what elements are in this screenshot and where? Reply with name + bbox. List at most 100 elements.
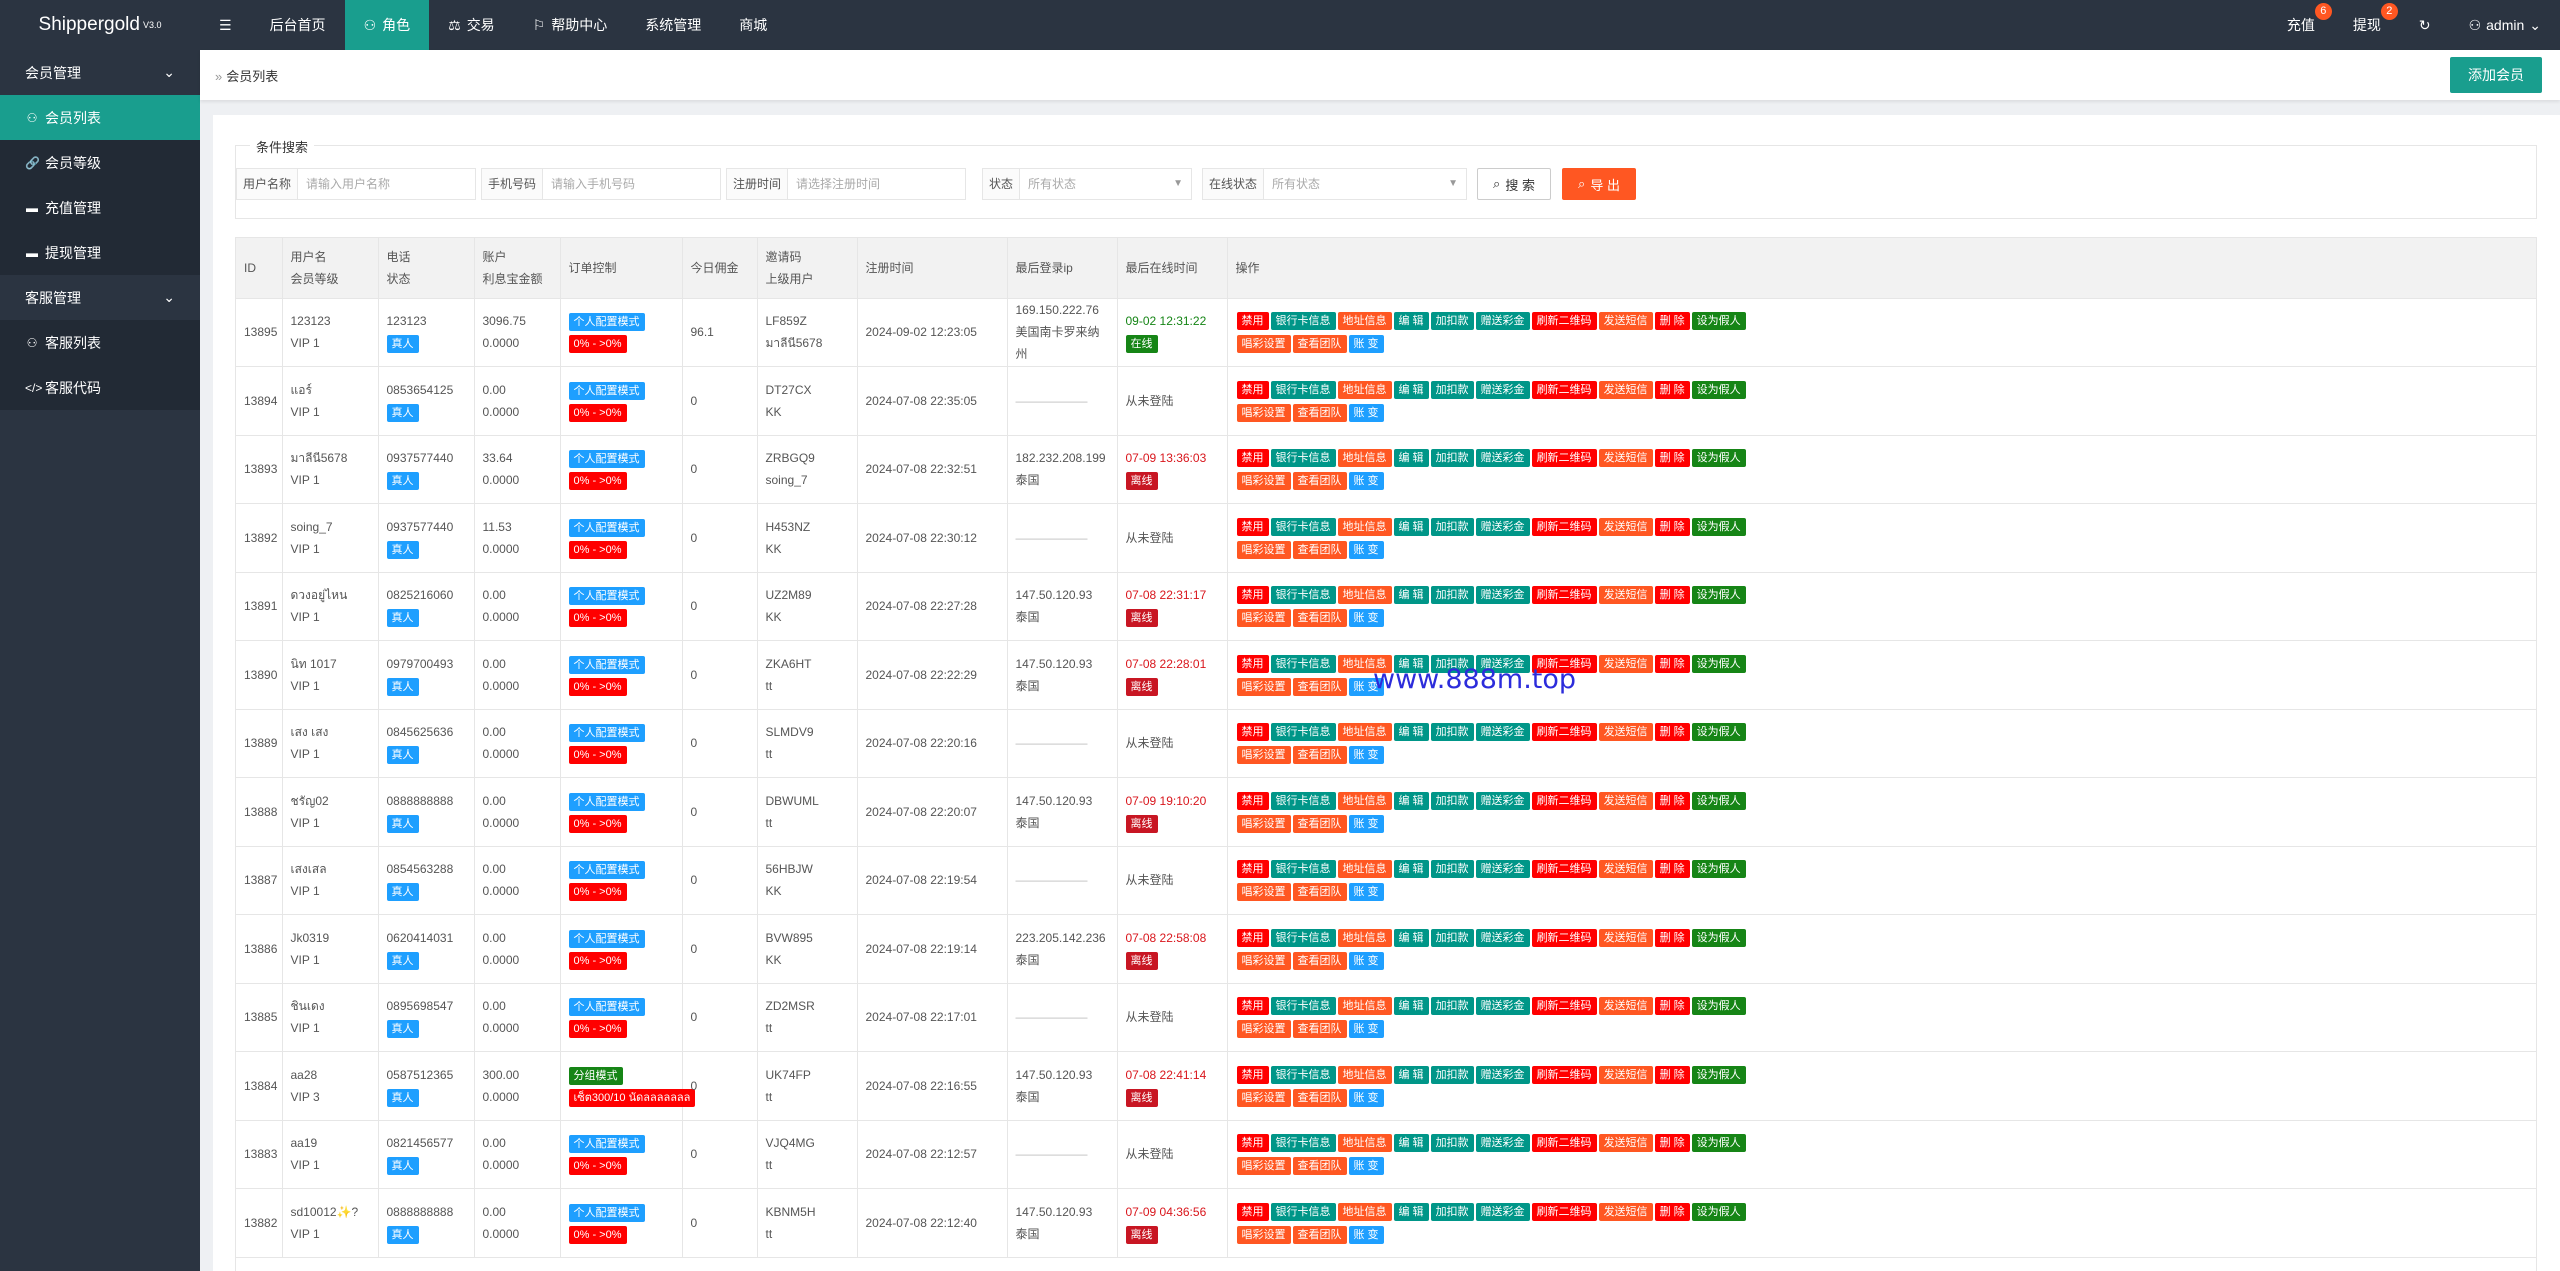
lottery-setting-button[interactable]: 唱彩设置 bbox=[1236, 883, 1291, 902]
send-sms-button[interactable]: 发送短信 bbox=[1598, 1134, 1653, 1153]
edit-button[interactable]: 编 辑 bbox=[1393, 928, 1429, 947]
address-button[interactable]: 地址信息 bbox=[1337, 723, 1392, 742]
refresh-qrcode-button[interactable]: 刷新二维码 bbox=[1531, 1202, 1597, 1221]
phone-input[interactable]: 请输入手机号码 bbox=[551, 177, 636, 191]
delete-button[interactable]: 删 除 bbox=[1654, 517, 1690, 536]
view-team-button[interactable]: 查看团队 bbox=[1292, 609, 1347, 628]
edit-button[interactable]: 编 辑 bbox=[1393, 860, 1429, 879]
delete-button[interactable]: 删 除 bbox=[1654, 997, 1690, 1016]
view-team-button[interactable]: 查看团队 bbox=[1292, 1088, 1347, 1107]
sidebar-item-member-list[interactable]: ⚇ 会员列表 bbox=[0, 95, 200, 140]
adjust-balance-button[interactable]: 加扣款 bbox=[1430, 723, 1474, 742]
send-sms-button[interactable]: 发送短信 bbox=[1598, 312, 1653, 331]
set-fake-button[interactable]: 设为假人 bbox=[1691, 928, 1746, 947]
bank-card-button[interactable]: 银行卡信息 bbox=[1270, 517, 1336, 536]
sidebar-group-members[interactable]: 会员管理 ⌄ bbox=[0, 50, 200, 95]
refresh-qrcode-button[interactable]: 刷新二维码 bbox=[1531, 928, 1597, 947]
refresh-qrcode-button[interactable]: 刷新二维码 bbox=[1531, 1134, 1597, 1153]
bank-card-button[interactable]: 银行卡信息 bbox=[1270, 312, 1336, 331]
send-sms-button[interactable]: 发送短信 bbox=[1598, 997, 1653, 1016]
disable-button[interactable]: 禁用 bbox=[1236, 997, 1269, 1016]
delete-button[interactable]: 删 除 bbox=[1654, 449, 1690, 468]
view-team-button[interactable]: 查看团队 bbox=[1292, 1225, 1347, 1244]
disable-button[interactable]: 禁用 bbox=[1236, 1134, 1269, 1153]
address-button[interactable]: 地址信息 bbox=[1337, 1065, 1392, 1084]
user-menu[interactable]: ⚇ admin ⌄ bbox=[2450, 0, 2560, 50]
address-button[interactable]: 地址信息 bbox=[1337, 654, 1392, 673]
withdraw-link[interactable]: 提现 2 bbox=[2334, 0, 2400, 50]
delete-button[interactable]: 删 除 bbox=[1654, 586, 1690, 605]
lottery-setting-button[interactable]: 唱彩设置 bbox=[1236, 540, 1291, 559]
disable-button[interactable]: 禁用 bbox=[1236, 928, 1269, 947]
order-mode-badge[interactable]: 个人配置模式 bbox=[568, 724, 645, 743]
order-mode-badge[interactable]: 个人配置模式 bbox=[568, 381, 645, 400]
edit-button[interactable]: 编 辑 bbox=[1393, 1134, 1429, 1153]
address-button[interactable]: 地址信息 bbox=[1337, 997, 1392, 1016]
refresh-qrcode-button[interactable]: 刷新二维码 bbox=[1531, 312, 1597, 331]
order-mode-badge[interactable]: 个人配置模式 bbox=[568, 518, 645, 537]
account-change-button[interactable]: 账 变 bbox=[1348, 1020, 1384, 1039]
recharge-link[interactable]: 充值 6 bbox=[2268, 0, 2334, 50]
sidebar-item-service-list[interactable]: ⚇ 客服列表 bbox=[0, 320, 200, 365]
disable-button[interactable]: 禁用 bbox=[1236, 380, 1269, 399]
address-button[interactable]: 地址信息 bbox=[1337, 586, 1392, 605]
delete-button[interactable]: 删 除 bbox=[1654, 380, 1690, 399]
address-button[interactable]: 地址信息 bbox=[1337, 517, 1392, 536]
set-fake-button[interactable]: 设为假人 bbox=[1691, 517, 1746, 536]
edit-button[interactable]: 编 辑 bbox=[1393, 654, 1429, 673]
send-sms-button[interactable]: 发送短信 bbox=[1598, 723, 1653, 742]
order-mode-badge[interactable]: 个人配置模式 bbox=[568, 655, 645, 674]
address-button[interactable]: 地址信息 bbox=[1337, 380, 1392, 399]
set-fake-button[interactable]: 设为假人 bbox=[1691, 654, 1746, 673]
order-mode-badge[interactable]: 个人配置模式 bbox=[568, 587, 645, 606]
edit-button[interactable]: 编 辑 bbox=[1393, 380, 1429, 399]
send-sms-button[interactable]: 发送短信 bbox=[1598, 1202, 1653, 1221]
view-team-button[interactable]: 查看团队 bbox=[1292, 746, 1347, 765]
disable-button[interactable]: 禁用 bbox=[1236, 449, 1269, 468]
adjust-balance-button[interactable]: 加扣款 bbox=[1430, 1065, 1474, 1084]
edit-button[interactable]: 编 辑 bbox=[1393, 997, 1429, 1016]
bank-card-button[interactable]: 银行卡信息 bbox=[1270, 586, 1336, 605]
adjust-balance-button[interactable]: 加扣款 bbox=[1430, 860, 1474, 879]
sidebar-group-service[interactable]: 客服管理 ⌄ bbox=[0, 275, 200, 320]
send-sms-button[interactable]: 发送短信 bbox=[1598, 860, 1653, 879]
order-mode-badge[interactable]: 个人配置模式 bbox=[568, 998, 645, 1017]
bank-card-button[interactable]: 银行卡信息 bbox=[1270, 1134, 1336, 1153]
send-sms-button[interactable]: 发送短信 bbox=[1598, 586, 1653, 605]
topnav-system[interactable]: 系统管理 bbox=[626, 0, 720, 50]
menu-toggle-button[interactable]: ☰ bbox=[200, 0, 251, 50]
edit-button[interactable]: 编 辑 bbox=[1393, 586, 1429, 605]
topnav-mall[interactable]: 商城 bbox=[720, 0, 786, 50]
delete-button[interactable]: 删 除 bbox=[1654, 1065, 1690, 1084]
adjust-balance-button[interactable]: 加扣款 bbox=[1430, 586, 1474, 605]
adjust-balance-button[interactable]: 加扣款 bbox=[1430, 1134, 1474, 1153]
disable-button[interactable]: 禁用 bbox=[1236, 312, 1269, 331]
gift-bonus-button[interactable]: 赠送彩金 bbox=[1475, 791, 1530, 810]
order-mode-badge[interactable]: 个人配置模式 bbox=[568, 861, 645, 880]
set-fake-button[interactable]: 设为假人 bbox=[1691, 860, 1746, 879]
set-fake-button[interactable]: 设为假人 bbox=[1691, 723, 1746, 742]
bank-card-button[interactable]: 银行卡信息 bbox=[1270, 791, 1336, 810]
order-mode-badge[interactable]: 个人配置模式 bbox=[568, 1135, 645, 1154]
refresh-qrcode-button[interactable]: 刷新二维码 bbox=[1531, 997, 1597, 1016]
account-change-button[interactable]: 账 变 bbox=[1348, 609, 1384, 628]
topnav-role[interactable]: ⚇ 角色 bbox=[344, 0, 430, 50]
gift-bonus-button[interactable]: 赠送彩金 bbox=[1475, 449, 1530, 468]
account-change-button[interactable]: 账 变 bbox=[1348, 1225, 1384, 1244]
lottery-setting-button[interactable]: 唱彩设置 bbox=[1236, 1088, 1291, 1107]
account-change-button[interactable]: 账 变 bbox=[1348, 883, 1384, 902]
gift-bonus-button[interactable]: 赠送彩金 bbox=[1475, 1065, 1530, 1084]
lottery-setting-button[interactable]: 唱彩设置 bbox=[1236, 403, 1291, 422]
order-mode-badge[interactable]: 分组模式 bbox=[568, 1066, 623, 1085]
set-fake-button[interactable]: 设为假人 bbox=[1691, 586, 1746, 605]
address-button[interactable]: 地址信息 bbox=[1337, 791, 1392, 810]
set-fake-button[interactable]: 设为假人 bbox=[1691, 997, 1746, 1016]
refresh-button[interactable]: ↻ bbox=[2400, 0, 2450, 50]
bank-card-button[interactable]: 银行卡信息 bbox=[1270, 654, 1336, 673]
gift-bonus-button[interactable]: 赠送彩金 bbox=[1475, 860, 1530, 879]
view-team-button[interactable]: 查看团队 bbox=[1292, 883, 1347, 902]
disable-button[interactable]: 禁用 bbox=[1236, 517, 1269, 536]
bank-card-button[interactable]: 银行卡信息 bbox=[1270, 1202, 1336, 1221]
bank-card-button[interactable]: 银行卡信息 bbox=[1270, 723, 1336, 742]
view-team-button[interactable]: 查看团队 bbox=[1292, 403, 1347, 422]
